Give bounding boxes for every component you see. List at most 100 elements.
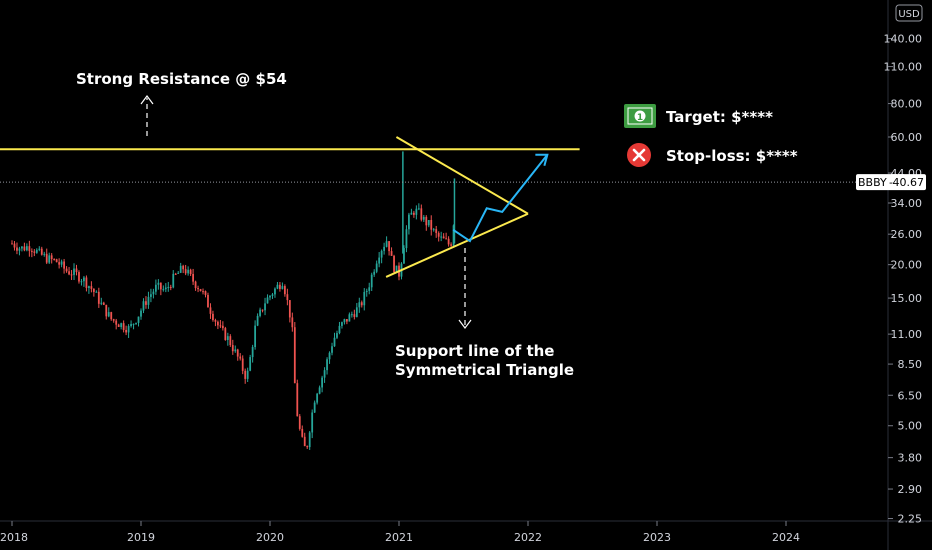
candle-body: [390, 251, 393, 256]
candle-body: [316, 393, 319, 403]
target-label: Target: $****: [666, 108, 773, 126]
candle-body: [97, 291, 100, 304]
candle-body: [435, 229, 438, 234]
symbol-separator: -: [889, 176, 893, 189]
candle-body: [365, 290, 368, 293]
candle-body: [231, 345, 234, 352]
candle-body: [432, 229, 435, 231]
candle-body: [450, 244, 452, 246]
candle-body: [65, 268, 68, 272]
candle-body: [338, 325, 341, 334]
candle-body: [130, 324, 132, 327]
candle-body: [276, 284, 279, 289]
x-tick-label: 2021: [385, 531, 413, 544]
overlays-layer: [0, 95, 888, 329]
candle-body: [447, 238, 450, 245]
candle-body: [422, 216, 425, 220]
candle-body: [328, 352, 331, 360]
candle-body: [452, 225, 455, 246]
candle-body: [137, 316, 140, 323]
candle-body: [45, 253, 48, 263]
candle-body: [368, 287, 371, 291]
projection-arrowhead: [535, 153, 549, 167]
candle-body: [35, 249, 38, 253]
candle-body: [341, 322, 343, 326]
y-tick-label: 80.00: [891, 98, 923, 111]
candle-body: [43, 253, 46, 255]
candle-body: [254, 325, 257, 348]
candle-body: [442, 236, 445, 239]
triangle-lower-line: [385, 212, 529, 278]
candle-body: [209, 307, 212, 314]
candle-body: [271, 294, 274, 296]
candle-body: [380, 250, 383, 258]
candle-body: [117, 324, 120, 327]
candle-body: [50, 255, 53, 260]
candle-body: [11, 243, 13, 245]
candle-body: [70, 274, 73, 276]
candle-body: [318, 387, 321, 394]
candle-body: [174, 273, 177, 275]
candle-body: [251, 347, 254, 358]
candle-body: [152, 291, 155, 295]
candle-body: [25, 246, 28, 251]
candle-body: [244, 370, 247, 379]
candle-body: [288, 300, 291, 318]
candle-body: [405, 229, 408, 249]
candle-body: [358, 302, 361, 308]
candle-body: [363, 292, 366, 306]
resistance-arrow-head: [140, 95, 154, 105]
price-unit-badge[interactable]: [895, 4, 923, 22]
candle-body: [167, 286, 170, 288]
candle-body: [412, 212, 415, 215]
candle-body: [16, 247, 18, 251]
candle-body: [68, 271, 70, 275]
candle-body: [214, 320, 217, 322]
candle-body: [13, 243, 16, 248]
candle-body: [177, 272, 180, 274]
y-tick-label: 2.25: [898, 513, 923, 526]
candle-body: [187, 269, 190, 274]
candle-body: [204, 291, 207, 295]
candle-body: [219, 325, 222, 327]
candles-layer: [11, 151, 456, 450]
candle-body: [125, 329, 128, 333]
candle-body: [346, 319, 348, 322]
support-arrow-head: [458, 319, 472, 329]
x-tick-label: 2023: [643, 531, 671, 544]
candle-body: [217, 321, 219, 326]
candle-body: [33, 251, 36, 253]
candle-body: [291, 317, 294, 328]
candle-body: [127, 326, 130, 333]
candle-body: [383, 246, 386, 251]
candle-body: [145, 301, 147, 305]
candle-body: [102, 302, 105, 305]
candle-body: [360, 302, 363, 306]
candle-body: [60, 261, 63, 265]
candle-body: [385, 241, 388, 247]
candle-body: [311, 412, 314, 433]
y-tick-label: 11.00: [891, 328, 923, 341]
candle-body: [78, 272, 80, 282]
candle-body: [157, 282, 160, 285]
candle-body: [192, 274, 194, 282]
candle-body: [241, 358, 244, 371]
support-label-line-1: Support line of the: [395, 342, 555, 360]
candle-body: [38, 248, 41, 250]
y-tick-label: 140.00: [884, 33, 923, 46]
candle-body: [266, 297, 269, 304]
candle-body: [122, 323, 125, 330]
candle-body: [303, 436, 306, 447]
candle-body: [95, 291, 98, 293]
candle-body: [28, 246, 31, 251]
candle-body: [326, 359, 328, 371]
candle-body: [445, 238, 448, 240]
candle-body: [110, 312, 113, 320]
candle-body: [298, 416, 301, 429]
candle-body: [48, 255, 51, 263]
y-tick-label: 3.80: [898, 452, 923, 465]
candle-body: [63, 261, 65, 269]
candle-body: [159, 282, 162, 290]
projection-path: [452, 154, 549, 243]
